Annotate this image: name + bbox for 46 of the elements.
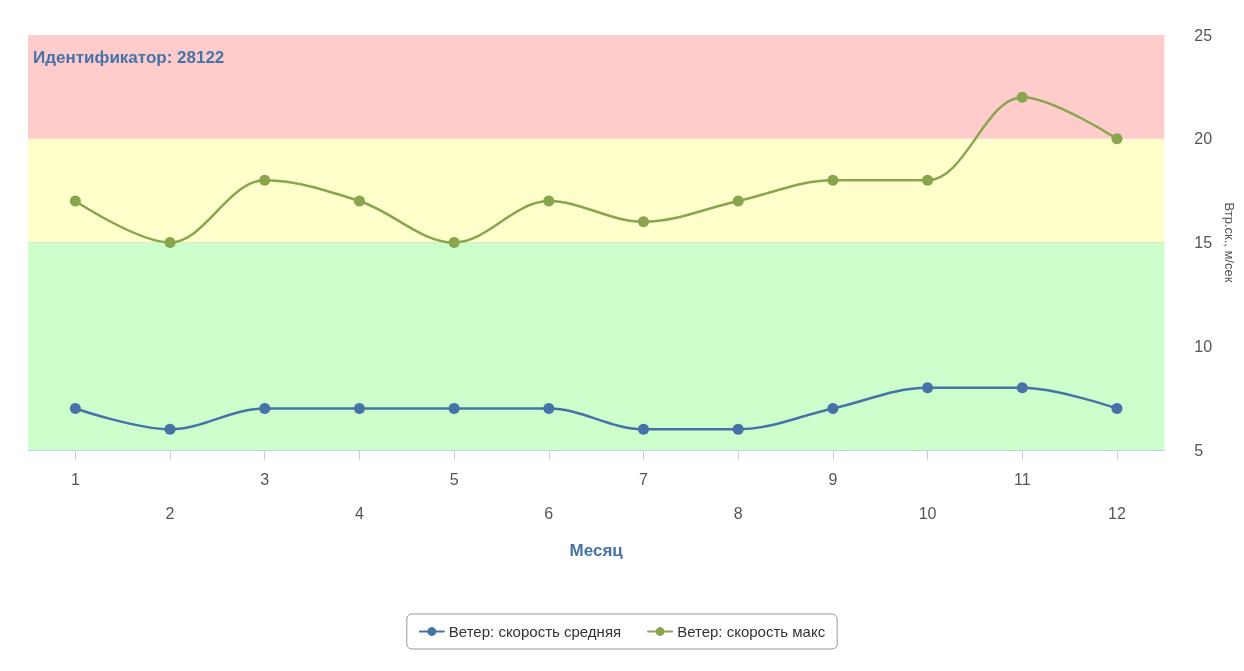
point	[922, 382, 934, 394]
x-tick-label: 10	[918, 504, 937, 522]
x-tick-label: 3	[260, 470, 270, 488]
point	[638, 216, 649, 228]
legend-label: Ветер: скорость макс	[677, 623, 826, 640]
point	[69, 195, 81, 207]
x-tick-label: 7	[639, 470, 649, 488]
y-tick-label: 15	[1194, 234, 1213, 251]
y-tick-label: 25	[1194, 26, 1213, 44]
point	[1016, 382, 1028, 394]
x-tick-label: 9	[828, 470, 838, 488]
y-tick-label: 5	[1194, 441, 1204, 459]
point	[827, 174, 839, 186]
point	[164, 237, 176, 248]
legend-label: Ветер: скорость средняя	[448, 623, 622, 640]
point	[448, 237, 460, 248]
x-tick-label: 4	[354, 504, 364, 522]
point	[259, 403, 271, 414]
point	[1111, 133, 1123, 145]
point	[353, 195, 365, 207]
x-tick-label: 11	[1013, 470, 1031, 488]
point	[1016, 91, 1028, 103]
x-tick-label: 8	[733, 504, 743, 522]
point	[448, 403, 460, 414]
point	[164, 423, 176, 435]
x-tick-label: 5	[449, 470, 459, 488]
point	[543, 403, 555, 414]
x-tick-label: 1	[70, 470, 80, 488]
x-tick-label: 2	[165, 504, 175, 522]
point	[732, 195, 744, 207]
point	[1111, 403, 1123, 414]
x-tick-label: 12	[1108, 504, 1126, 522]
point	[543, 195, 555, 207]
x-axis-title: Месяц	[569, 541, 624, 560]
point	[732, 423, 744, 435]
text: Идентификатор: 28122	[33, 48, 225, 67]
point	[69, 403, 81, 414]
point	[259, 174, 271, 186]
point	[353, 403, 365, 414]
x-tick-label: 6	[544, 504, 554, 522]
y-tick-label: 10	[1194, 337, 1213, 355]
y-axis-title: Втр.ск., м/сек	[1222, 202, 1237, 283]
point	[827, 403, 839, 414]
y-tick-label: 20	[1194, 130, 1213, 148]
point	[922, 174, 934, 186]
point	[638, 423, 649, 435]
